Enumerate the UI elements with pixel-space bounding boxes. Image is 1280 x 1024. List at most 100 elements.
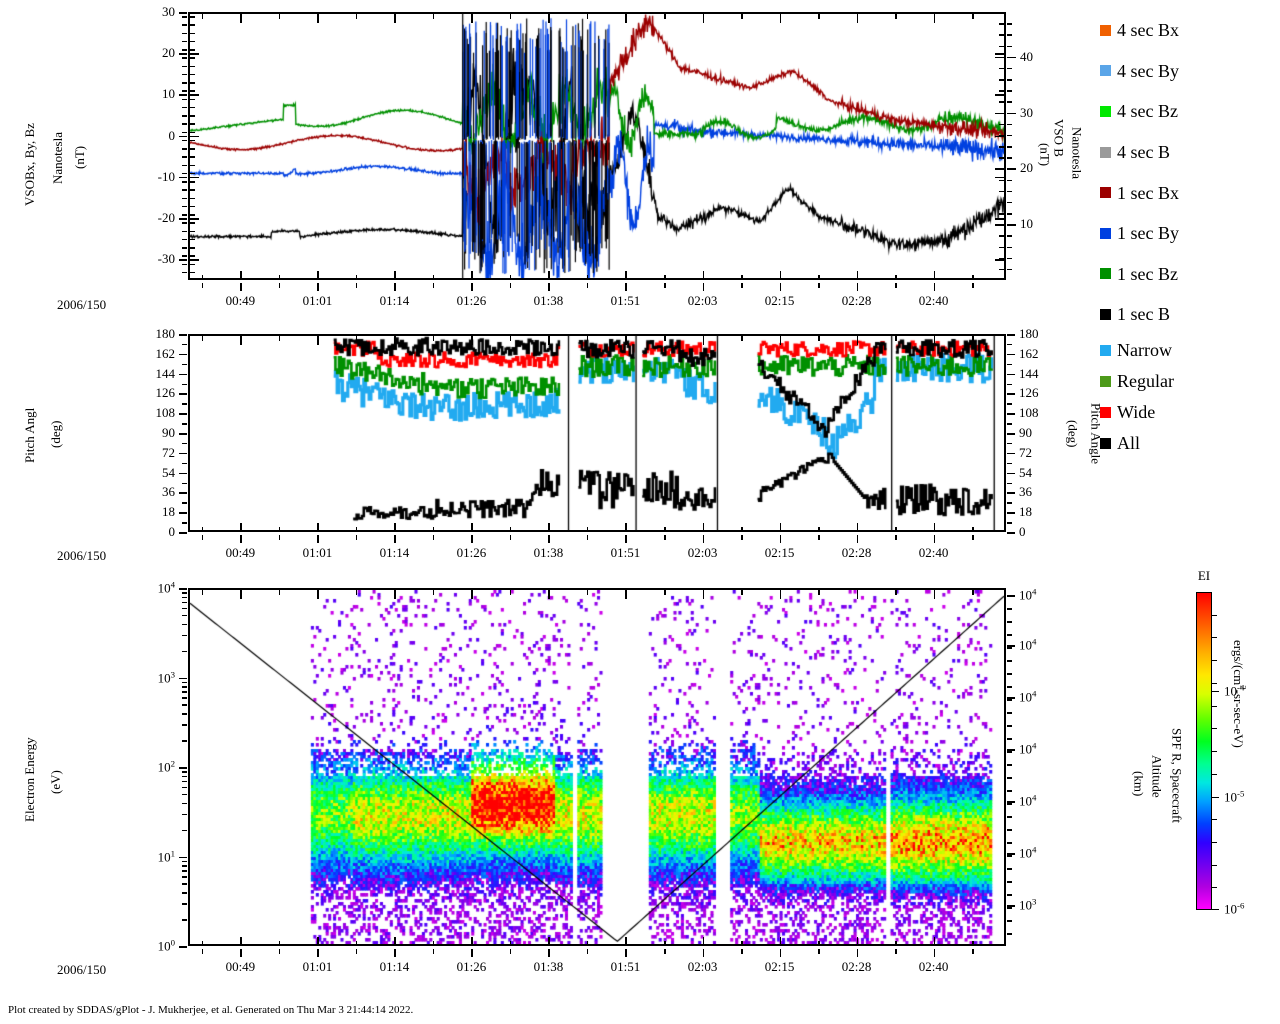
panel1-ytick-minor (190, 57, 195, 59)
panel2-xtick-minor-outer (509, 535, 512, 540)
panel1-rtick-minor-out (1007, 34, 1012, 36)
panel3-ytick-label: 101 (157, 847, 175, 865)
panel1-xtick-major (317, 271, 319, 280)
panel1-ytick-minor-out (182, 106, 187, 109)
legend-item-1-sec-bx[interactable]: 1 sec Bx (1100, 172, 1275, 213)
panel3-xtick-outer (856, 949, 859, 957)
panel2-ytick (179, 492, 187, 494)
panel1-xtick-label: 01:14 (379, 293, 410, 308)
legend-item-1-sec-by[interactable]: 1 sec By (1100, 213, 1275, 254)
panel3-ytick (179, 946, 187, 948)
magnetic-field-y-axis-units2: (nT) (72, 145, 87, 169)
panel1-xtick-outer (856, 283, 859, 291)
panel3-rtick-minor (1007, 699, 1012, 701)
panel2-xtick-minor (586, 527, 589, 532)
panel1-ytick-label: 30 (162, 4, 175, 19)
panel3-rtick-minor (1007, 777, 1012, 779)
panel1-rtick-out (1007, 56, 1016, 59)
panel2-ytick (179, 413, 187, 415)
panel3-xtick-minor-outer (818, 949, 820, 954)
date-label-panel2: 2006/150 (57, 548, 107, 563)
panel3-xtick-minor-top (201, 590, 204, 595)
panel2-rtick-minor (1007, 403, 1012, 405)
panel1-ytick-minor (190, 115, 195, 117)
panel1-rtick-minor-out (1007, 146, 1012, 148)
panel3-rtick (1007, 595, 1015, 597)
panel1-ytick-minor (190, 263, 195, 265)
panel1-ytick-minor-out (182, 73, 187, 76)
panel2-xtick-minor (818, 527, 820, 532)
panel1-rtick-minor-out (1007, 190, 1012, 193)
panel1-xtick-major (779, 271, 782, 280)
panel2-xtick-minor-outer (432, 535, 435, 540)
magnetic-field-y-axis-label: VSOBx, By, Bz (22, 123, 37, 207)
panel1-ytick-minor (190, 106, 195, 109)
legend-label: 1 sec By (1117, 223, 1179, 244)
panel3-xtick-minor-outer (278, 949, 281, 954)
legend-item-1-sec-bz[interactable]: 1 sec Bz (1100, 254, 1275, 295)
panel3-xtick-minor (818, 941, 820, 946)
panel3-xtick-minor-outer (355, 949, 358, 954)
panel2-ytick-label: 180 (155, 326, 176, 341)
legend-item-regular[interactable]: Regular (1100, 366, 1275, 397)
panel3-ytick-minor (182, 775, 187, 778)
panel1-rtick (995, 112, 1004, 114)
panel2-rtick (1007, 433, 1015, 435)
panel3-ytick-minor (182, 681, 187, 684)
legend-item-1-sec-b[interactable]: 1 sec B (1100, 294, 1275, 335)
panel1-xtick-minor-outer (741, 283, 743, 288)
panel3-rtick-label: 104 (1019, 636, 1037, 653)
panel3-ytick-minor (182, 771, 187, 773)
panel3-ytick-label: 104 (157, 579, 175, 596)
panel3-ytick-minor (182, 876, 187, 878)
legend-item-narrow[interactable]: Narrow (1100, 335, 1275, 366)
panel2-xtick-outer (933, 535, 936, 543)
legend-item-4-sec-bx[interactable]: 4 sec Bx (1100, 10, 1275, 51)
panel2-xtick-outer (317, 535, 319, 543)
legend-label: Wide (1117, 402, 1156, 423)
panel1-xtick-minor (664, 275, 666, 280)
panel3-rtick-label: 104 (1019, 586, 1037, 603)
panel1-rtick-minor (999, 235, 1004, 237)
panel2-xtick-minor-outer (586, 535, 589, 540)
panel2-xtick-major-top (625, 336, 627, 345)
panel3-rtick-minor (1007, 621, 1012, 623)
panel3-ytick-minor (182, 786, 187, 789)
panel1-ytick-minor (190, 230, 195, 233)
panel1-ytick-minor (190, 172, 195, 175)
legend-item-all[interactable]: All (1100, 428, 1275, 459)
legend-item-4-sec-by[interactable]: 4 sec By (1100, 51, 1275, 92)
panel3-rtick-minor (1007, 920, 1012, 922)
panel1-rtick-minor (999, 179, 1004, 181)
legend-item-4-sec-b[interactable]: 4 sec B (1100, 132, 1275, 173)
panel1-ytick-out (179, 94, 187, 96)
date-label-panel1: 2006/150 (57, 297, 107, 312)
panel3-rtick-minor (1007, 608, 1012, 610)
legend-item-4-sec-bz[interactable]: 4 sec Bz (1100, 91, 1275, 132)
panel2-xtick-minor (972, 527, 974, 532)
panel1-ytick-minor-out (182, 181, 187, 183)
panel3-xtick-minor-outer (895, 949, 897, 954)
panel1-xtick-minor (355, 275, 358, 280)
panel1-ytick-minor (190, 222, 195, 224)
panel2-rtick-label: 90 (1019, 425, 1032, 440)
panel3-xtick-major (779, 937, 782, 946)
panel2-xtick-major (933, 523, 936, 532)
legend-label: 1 sec Bx (1117, 182, 1179, 203)
panel2-rtick-label: 180 (1019, 326, 1039, 341)
panel1-ytick-minor-out (182, 263, 187, 265)
panel3-rtick-minor (1007, 842, 1012, 844)
panel2-rtick (1007, 452, 1015, 455)
legend-item-wide[interactable]: Wide (1100, 397, 1275, 428)
panel3-rtick-minor (1007, 673, 1012, 675)
panel2-xtick-minor-outer (664, 535, 666, 540)
panel1-ytick-minor (190, 214, 195, 216)
panel2-rtick-minor (1007, 343, 1012, 346)
panel3-xtick-outer (625, 949, 627, 957)
panel3-xtick-minor-top (818, 590, 820, 595)
panel3-rtick-minor (1007, 829, 1012, 831)
panel1-ytick-label: 10 (162, 86, 175, 102)
panel1-xtick-minor (972, 275, 974, 280)
panel1-xtick-outer (240, 283, 242, 291)
panel3-rtick-label: 103 (1019, 896, 1037, 913)
